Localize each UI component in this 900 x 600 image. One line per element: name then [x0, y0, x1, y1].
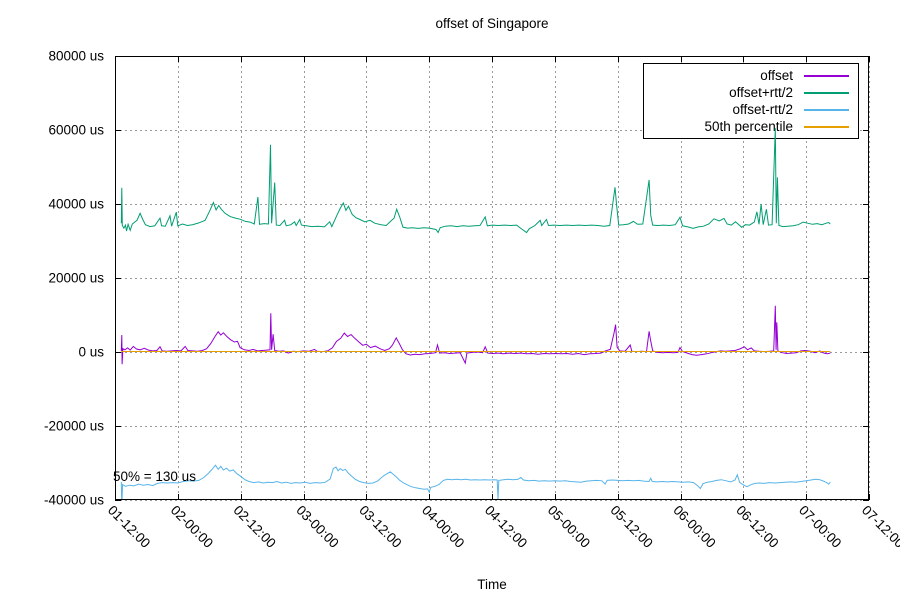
plot-border	[115, 56, 869, 500]
legend-box: offset offset+rtt/2 offset-rtt/2 50th pe…	[643, 63, 859, 139]
y-tick-label: -40000 us	[44, 493, 104, 508]
x-tick-label: 01-12:00	[105, 503, 153, 551]
chart-title: offset of Singapore	[435, 16, 549, 31]
x-tick-label: 04-12:00	[482, 503, 530, 551]
legend-item-offset: offset	[648, 68, 849, 83]
y-tick-label: 20000 us	[48, 271, 104, 286]
x-tick-label: 02-00:00	[168, 503, 216, 551]
legend-label: 50th percentile	[704, 119, 793, 134]
x-tick-label: 04-00:00	[419, 503, 467, 551]
legend-label: offset+rtt/2	[729, 85, 793, 100]
legend-label: offset	[760, 68, 793, 83]
x-tick-label: 06-12:00	[733, 503, 781, 551]
x-tick-label: 03-00:00	[293, 503, 341, 551]
x-tick-label: 03-12:00	[356, 503, 404, 551]
x-tick-label: 02-12:00	[231, 503, 279, 551]
legend-item-offset-plus-rtt: offset+rtt/2	[648, 85, 849, 100]
x-tick-label: 07-12:00	[859, 503, 900, 551]
legend-item-offset-minus-rtt: offset-rtt/2	[648, 102, 849, 117]
legend-line-sample-offset-plus-rtt	[804, 91, 849, 94]
y-tick-label: 40000 us	[48, 197, 104, 212]
x-tick-label: 05-12:00	[608, 503, 656, 551]
x-tick-label: 07-00:00	[796, 503, 844, 551]
percentile-annotation: 50% = 130 us	[113, 469, 196, 484]
x-tick-label: 05-00:00	[545, 503, 593, 551]
legend-label: offset-rtt/2	[732, 102, 793, 117]
y-tick-label: 60000 us	[48, 123, 104, 138]
legend-line-sample-50th-percentile	[804, 125, 849, 128]
y-tick-label: 0 us	[78, 345, 104, 360]
legend-item-50th-percentile: 50th percentile	[648, 119, 849, 134]
y-tick-label: 80000 us	[48, 49, 104, 64]
x-tick-label: 06-00:00	[670, 503, 718, 551]
legend-line-sample-offset	[804, 74, 849, 77]
x-axis-label: Time	[477, 577, 507, 592]
legend-line-sample-offset-minus-rtt	[804, 108, 849, 111]
y-tick-label: -20000 us	[44, 419, 104, 434]
